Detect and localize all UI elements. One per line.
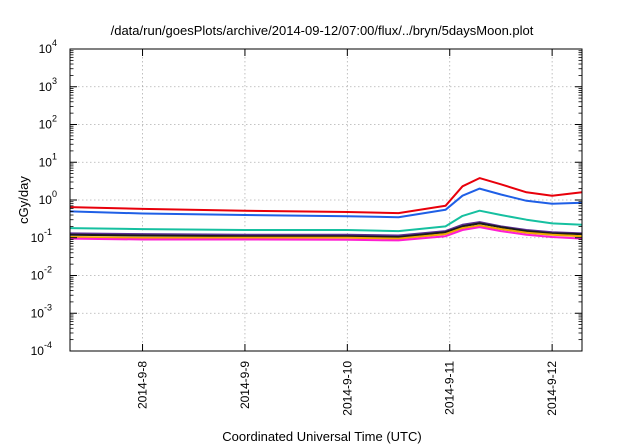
series-line-3 — [69, 209, 583, 233]
chart-title: /data/run/goesPlots/archive/2014-09-12/0… — [111, 23, 534, 38]
y-tick-label: 102 — [39, 114, 57, 132]
x-tick-label: 2014-9-10 — [340, 361, 354, 416]
x-axis-label: Coordinated Universal Time (UTC) — [222, 429, 421, 444]
series-line-5 — [69, 222, 583, 238]
series-line-4 — [69, 221, 583, 237]
series-line-6 — [69, 224, 583, 240]
y-tick-label: 103 — [39, 76, 57, 94]
x-axis: 2014-9-8 2014-9-9 2014-9-10 2014-9-11 2014-9… — [136, 49, 559, 416]
y-axis: 10-4 10-3 10-2 10-1 100 101 102 103 104 — [31, 38, 582, 358]
series-line-7 — [69, 226, 583, 242]
y-tick-label: 100 — [39, 189, 57, 207]
series-line-1 — [69, 177, 583, 215]
series-layer — [69, 177, 583, 242]
x-tick-label: 2014-9-8 — [136, 361, 150, 409]
grid — [70, 49, 582, 351]
x-tick-label: 2014-9-11 — [443, 361, 457, 415]
y-tick-label: 104 — [39, 38, 57, 56]
series-line-2 — [69, 187, 583, 219]
y-tick-label: 10-1 — [31, 227, 52, 245]
y-tick-label: 10-2 — [31, 265, 52, 283]
y-tick-label: 101 — [39, 151, 57, 169]
y-tick-label: 10-4 — [31, 340, 52, 358]
y-tick-label: 10-3 — [31, 302, 52, 320]
y-axis-label: cGy/day — [16, 176, 31, 224]
x-tick-label: 2014-9-9 — [238, 361, 252, 409]
x-tick-label: 2014-9-12 — [545, 361, 559, 416]
